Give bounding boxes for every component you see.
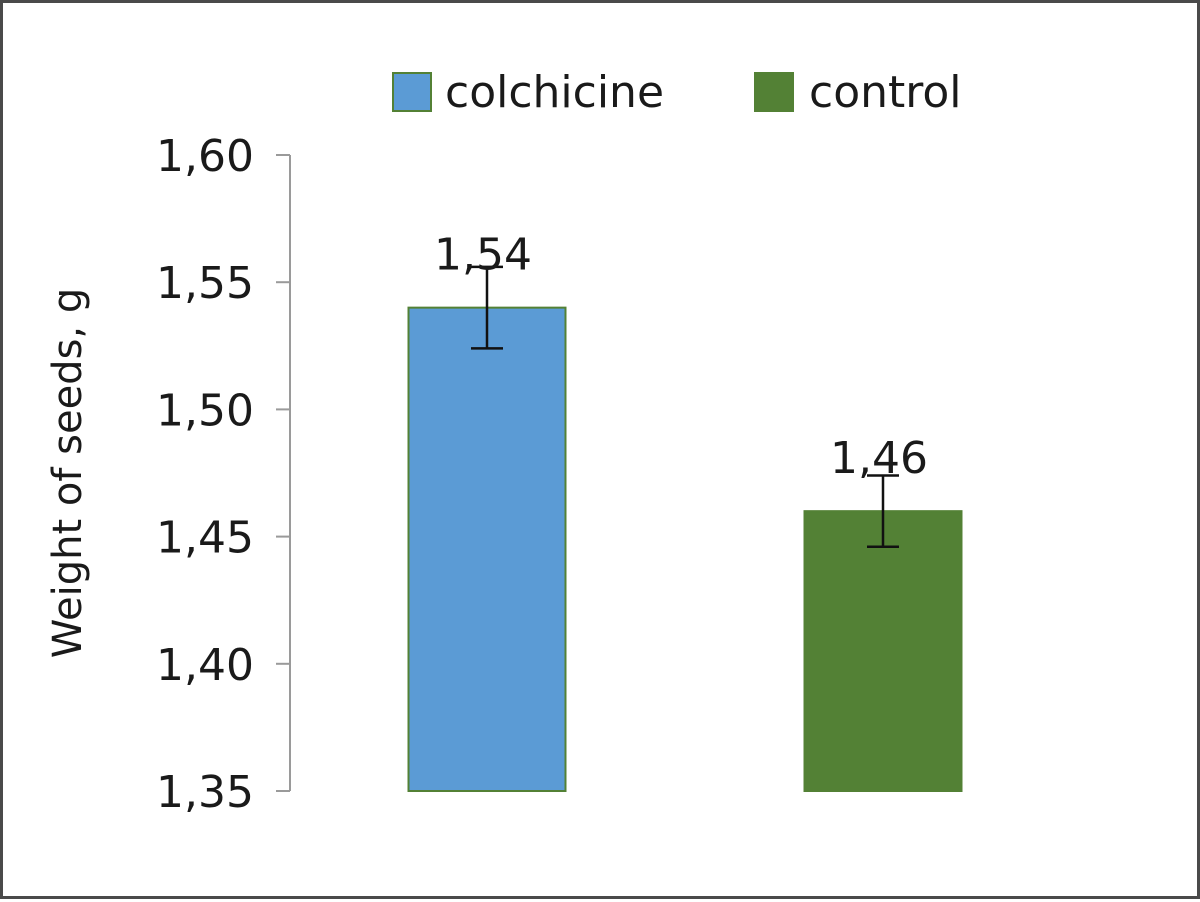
y-axis-ticks: 1,35 1,40 1,45 1,50 1,55 1,60 — [156, 131, 290, 818]
data-labels: 1,54 1,46 — [434, 230, 928, 485]
y-tick-label: 1,55 — [156, 258, 254, 309]
y-tick-label: 1,35 — [156, 767, 254, 818]
y-tick-label: 1,40 — [156, 640, 254, 691]
y-tick-label: 1,50 — [156, 385, 254, 436]
data-label-control: 1,46 — [830, 433, 928, 484]
legend-swatch-control — [754, 72, 794, 112]
bar-control — [803, 510, 963, 792]
error-bars — [471, 265, 899, 549]
bars — [407, 306, 963, 792]
y-tick-label: 1,60 — [156, 131, 254, 182]
y-tick-label: 1,45 — [156, 513, 254, 564]
legend: colchicine control — [392, 67, 962, 118]
legend-label-control: control — [809, 67, 962, 118]
legend-label-colchicine: colchicine — [445, 67, 664, 118]
data-label-colchicine: 1,54 — [434, 230, 532, 281]
bar-chart: colchicine control Weight of seeds, g 1,… — [45, 67, 963, 818]
legend-swatch-colchicine — [392, 72, 432, 112]
y-axis-title: Weight of seeds, g — [45, 288, 91, 658]
bar-colchicine — [407, 306, 567, 792]
